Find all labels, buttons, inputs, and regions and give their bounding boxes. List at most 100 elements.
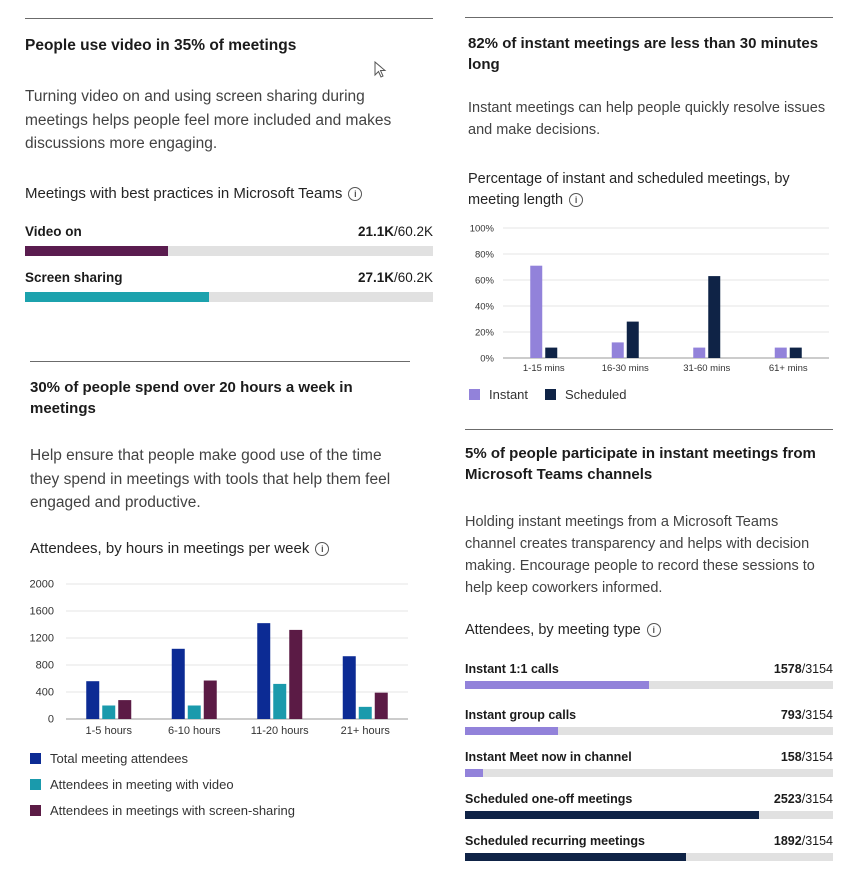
channel-bar-row: Instant 1:1 calls 1578/3154 xyxy=(465,662,833,689)
subtitle-text: Attendees, by meeting type xyxy=(465,622,641,638)
bar-total-meeting-attendees-1 xyxy=(171,648,185,719)
instant-card-title: 82% of instant meetings are less than 30… xyxy=(468,35,819,73)
bar-scheduled-1 xyxy=(626,321,639,358)
bar-attendees-in-meetings-with-screen-sharing-3 xyxy=(374,692,388,719)
bar-track xyxy=(465,853,833,861)
bar-instant-1 xyxy=(611,342,624,358)
bar-fill xyxy=(465,769,484,777)
bar-value: 1578/3154 xyxy=(773,662,833,676)
instant-card-subtitle: Percentage of instant and scheduled meet… xyxy=(468,169,833,211)
legend-item-screen: Attendees in meetings with screen-sharin… xyxy=(30,803,295,818)
bar-label: Screen sharing xyxy=(25,270,123,285)
subtitle-text: Percentage of instant and scheduled meet… xyxy=(468,171,790,208)
x-tick-label: 31-60 mins xyxy=(683,363,730,374)
x-tick-label: 61+ mins xyxy=(769,363,808,374)
hours-card-title: 30% of people spend over 20 hours a week… xyxy=(30,379,353,417)
divider xyxy=(465,429,833,430)
bar-track xyxy=(465,769,833,777)
bar-row-screen-sharing: Screen sharing 27.1K/60.2K xyxy=(25,270,433,302)
y-tick-label: 60% xyxy=(475,276,495,287)
video-card-title: People use video in 35% of meetings xyxy=(25,37,297,54)
y-tick-label: 0 xyxy=(48,714,54,726)
bar-attendees-in-meeting-with-video-3 xyxy=(358,706,372,719)
bar-attendees-in-meetings-with-screen-sharing-1 xyxy=(203,680,217,719)
x-tick-label: 1-15 mins xyxy=(523,363,565,374)
video-card-subtitle: Meetings with best practices in Microsof… xyxy=(25,183,430,204)
info-icon[interactable]: i xyxy=(569,193,584,207)
bar-track xyxy=(25,292,433,302)
bar-track xyxy=(465,727,833,735)
x-tick-label: 16-30 mins xyxy=(602,363,649,374)
hours-bar-chart: 0 400 800 1200 1600 2000 1-5 hours 6-10 hours 11… xyxy=(30,579,408,737)
bar-fill xyxy=(465,853,686,861)
x-tick-label: 6-10 hours xyxy=(168,725,221,737)
video-card-description: Turning video on and using screen sharin… xyxy=(25,88,392,152)
y-tick-label: 0% xyxy=(480,354,494,365)
subtitle-text: Meetings with best practices in Microsof… xyxy=(25,185,343,202)
divider xyxy=(465,17,833,18)
bar-total-meeting-attendees-0 xyxy=(86,681,100,719)
channels-card-description: Holding instant meetings from a Microsof… xyxy=(465,514,815,596)
subtitle-text: Attendees, by hours in meetings per week xyxy=(30,540,310,557)
bar-scheduled-0 xyxy=(545,347,558,358)
legend-item-instant: Instant xyxy=(469,387,528,402)
legend-swatch xyxy=(30,805,41,816)
bar-attendees-in-meeting-with-video-2 xyxy=(273,683,287,719)
bar-value: 793/3154 xyxy=(780,708,833,722)
bar-total-meeting-attendees-2 xyxy=(257,623,271,719)
bar-value: 21.1K/60.2K xyxy=(357,224,433,239)
y-tick-label: 1200 xyxy=(30,633,54,645)
bar-label: Scheduled one-off meetings xyxy=(465,792,633,806)
legend-item-scheduled: Scheduled xyxy=(545,387,626,402)
bar-fill xyxy=(465,811,760,819)
x-tick-label: 1-5 hours xyxy=(86,725,133,737)
y-tick-label: 2000 xyxy=(30,579,54,591)
legend-item-video: Attendees in meeting with video xyxy=(30,777,234,792)
channels-card-subtitle: Attendees, by meeting type i xyxy=(465,620,825,641)
legend-label: Attendees in meetings with screen-sharin… xyxy=(50,803,295,818)
bar-track xyxy=(465,681,833,689)
bar-track xyxy=(25,246,433,256)
legend-swatch xyxy=(469,389,480,400)
bar-track xyxy=(465,811,833,819)
info-icon[interactable]: i xyxy=(348,187,363,201)
channels-card-title: 5% of people participate in instant meet… xyxy=(465,445,816,483)
y-tick-label: 800 xyxy=(36,660,54,672)
channel-bar-row: Scheduled recurring meetings 1892/3154 xyxy=(465,834,833,861)
y-tick-label: 20% xyxy=(475,328,495,339)
bar-instant-2 xyxy=(693,347,706,358)
x-tick-label: 21+ hours xyxy=(341,725,391,737)
bar-attendees-in-meeting-with-video-0 xyxy=(102,705,116,719)
bar-scheduled-3 xyxy=(789,347,802,358)
bar-label: Scheduled recurring meetings xyxy=(465,834,645,848)
info-icon[interactable]: i xyxy=(315,542,330,556)
bar-value: 1892/3154 xyxy=(773,834,833,848)
instant-card-description: Instant meetings can help people quickly… xyxy=(468,100,826,138)
bar-label: Instant group calls xyxy=(465,708,577,722)
legend-label: Total meeting attendees xyxy=(50,751,189,766)
y-tick-label: 100% xyxy=(470,224,495,235)
info-icon[interactable]: i xyxy=(646,623,661,637)
bar-attendees-in-meetings-with-screen-sharing-2 xyxy=(289,629,303,719)
bar-fill xyxy=(465,681,650,689)
hours-card-subtitle: Attendees, by hours in meetings per week… xyxy=(30,538,430,559)
y-tick-label: 1600 xyxy=(30,606,54,618)
bar-label: Video on xyxy=(25,224,82,239)
y-tick-label: 400 xyxy=(36,687,54,699)
bar-value: 27.1K/60.2K xyxy=(357,270,433,285)
channel-bar-row: Scheduled one-off meetings 2523/3154 xyxy=(465,792,833,819)
legend-label: Instant xyxy=(489,387,529,402)
y-tick-label: 40% xyxy=(475,302,495,313)
bar-fill xyxy=(25,292,209,302)
bar-total-meeting-attendees-3 xyxy=(342,656,356,719)
legend-swatch xyxy=(30,779,41,790)
channel-bar-row: Instant group calls 793/3154 xyxy=(465,708,833,735)
legend-swatch xyxy=(30,753,41,764)
channel-bar-row: Instant Meet now in channel 158/3154 xyxy=(465,750,833,777)
legend-label: Scheduled xyxy=(565,387,627,402)
bar-row-video-on: Video on 21.1K/60.2K xyxy=(25,224,433,256)
bar-value: 2523/3154 xyxy=(773,792,833,806)
legend-item-total: Total meeting attendees xyxy=(30,751,188,766)
bar-value: 158/3154 xyxy=(780,750,833,764)
divider xyxy=(30,361,410,362)
